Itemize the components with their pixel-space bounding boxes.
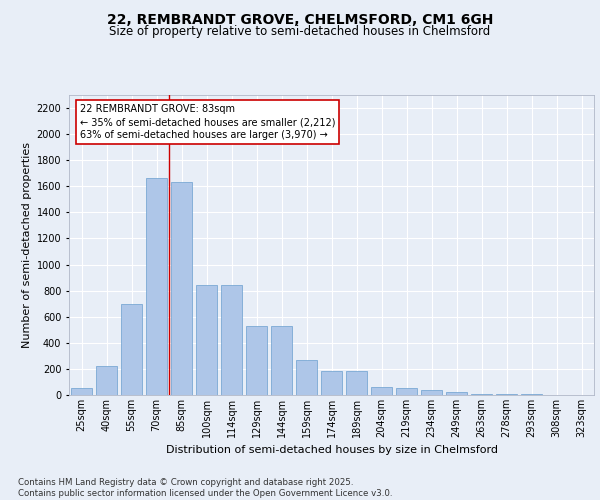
Bar xyxy=(296,360,317,395)
Text: 22, REMBRANDT GROVE, CHELMSFORD, CM1 6GH: 22, REMBRANDT GROVE, CHELMSFORD, CM1 6GH xyxy=(107,12,493,26)
Text: Size of property relative to semi-detached houses in Chelmsford: Size of property relative to semi-detach… xyxy=(109,25,491,38)
Bar xyxy=(521,394,542,395)
X-axis label: Distribution of semi-detached houses by size in Chelmsford: Distribution of semi-detached houses by … xyxy=(166,446,497,456)
Bar xyxy=(196,286,217,395)
Bar xyxy=(221,286,242,395)
Bar xyxy=(421,390,442,395)
Bar xyxy=(71,388,92,395)
Bar xyxy=(371,387,392,395)
Bar xyxy=(396,388,417,395)
Bar xyxy=(246,326,267,395)
Bar xyxy=(96,366,117,395)
Bar xyxy=(346,371,367,395)
Bar xyxy=(471,394,492,395)
Bar xyxy=(146,178,167,395)
Text: 22 REMBRANDT GROVE: 83sqm
← 35% of semi-detached houses are smaller (2,212)
63% : 22 REMBRANDT GROVE: 83sqm ← 35% of semi-… xyxy=(79,104,335,141)
Bar xyxy=(271,326,292,395)
Bar xyxy=(321,371,342,395)
Bar xyxy=(446,392,467,395)
Y-axis label: Number of semi-detached properties: Number of semi-detached properties xyxy=(22,142,32,348)
Bar xyxy=(171,182,192,395)
Text: Contains HM Land Registry data © Crown copyright and database right 2025.
Contai: Contains HM Land Registry data © Crown c… xyxy=(18,478,392,498)
Bar xyxy=(496,394,517,395)
Bar xyxy=(121,304,142,395)
